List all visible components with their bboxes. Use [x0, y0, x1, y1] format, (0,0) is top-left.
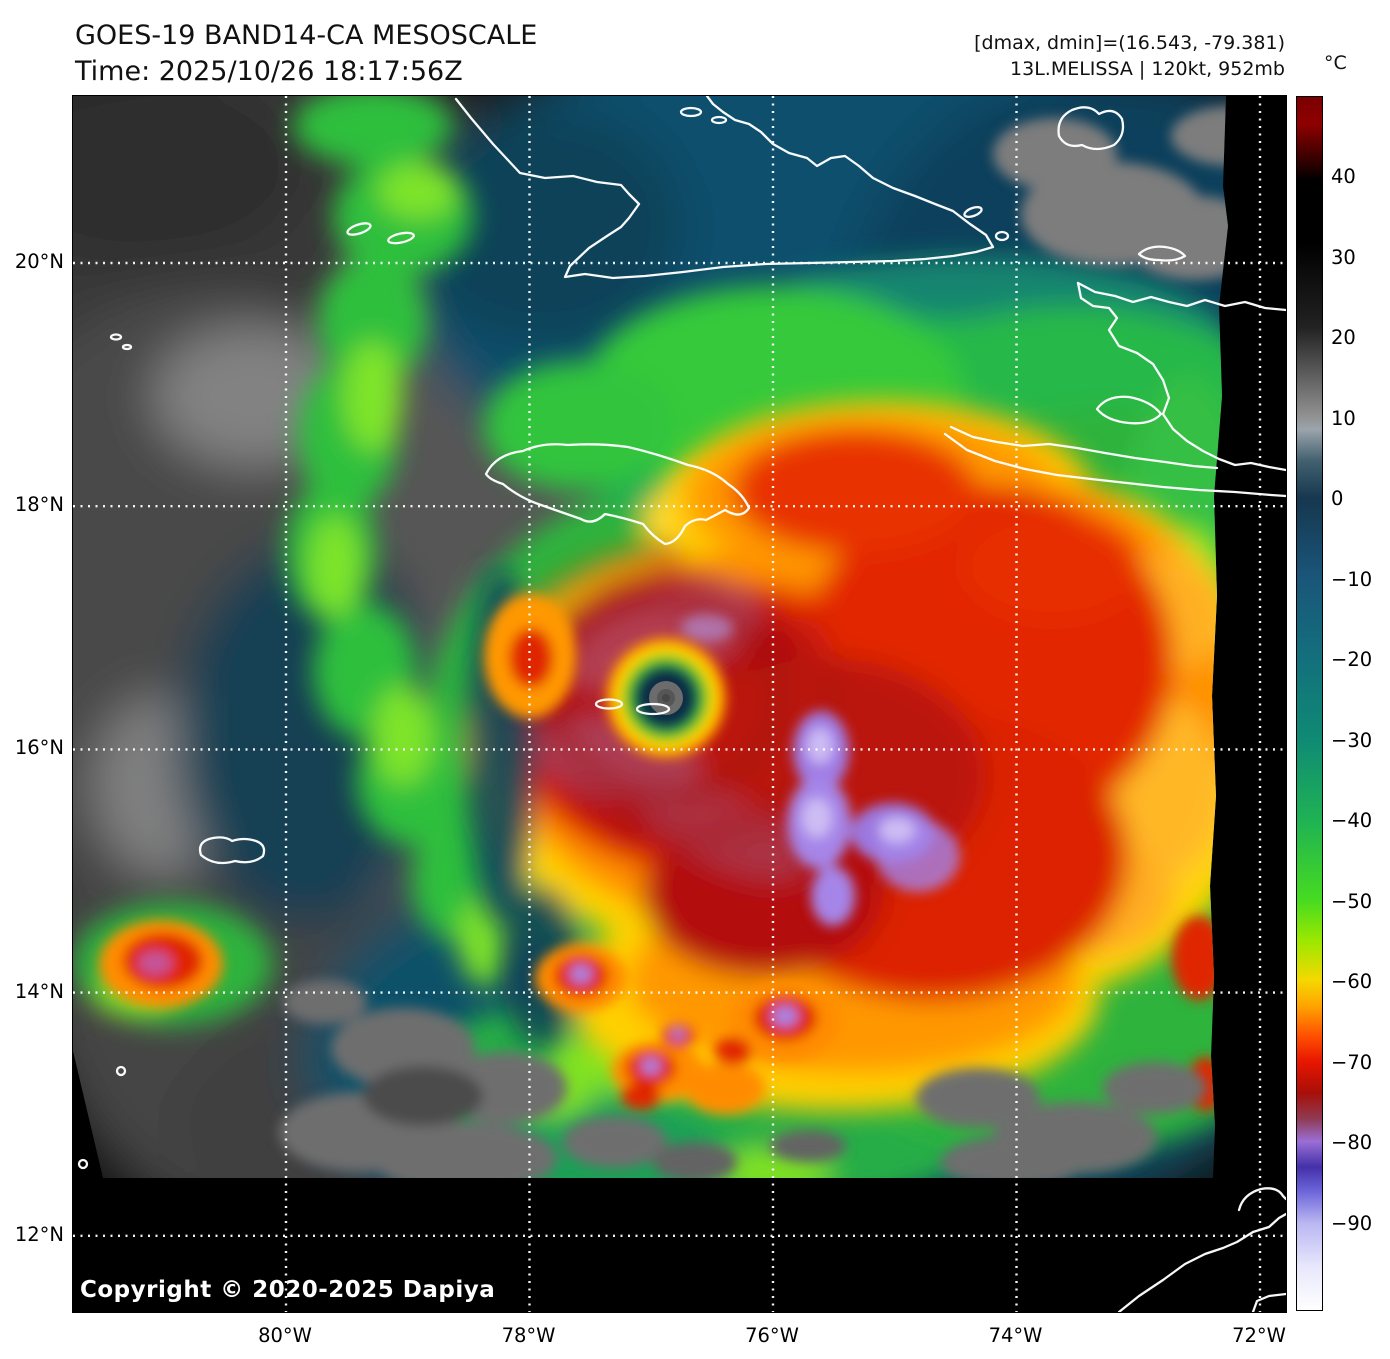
- colorbar-unit-label: °C: [1324, 52, 1347, 74]
- colorbar-tick-label-11: −70: [1331, 1050, 1373, 1074]
- storm-info-annotation: 13L.MELISSA | 120kt, 952mb: [1010, 58, 1285, 80]
- hurricane-eye: [649, 681, 683, 715]
- colorbar-tick-label-1: 30: [1331, 245, 1356, 269]
- lon-tick-label-0: 80°W: [258, 1324, 312, 1347]
- title-block: GOES-19 BAND14-CA MESOSCALE Time: 2025/1…: [75, 18, 537, 90]
- lat-tick-label-3: 14°N: [14, 979, 64, 1003]
- satellite-imagery: [73, 96, 1286, 1312]
- colorbar-tick-label-12: −80: [1331, 1131, 1373, 1155]
- colorbar-tick-label-9: −50: [1331, 889, 1373, 913]
- annotation-block: [dmax, dmin]=(16.543, -79.381) 13L.MELIS…: [974, 30, 1285, 82]
- colorbar-tick-label-5: −10: [1331, 567, 1373, 591]
- lon-tick-label-2: 76°W: [745, 1324, 799, 1347]
- lat-tick-label-4: 12°N: [14, 1222, 64, 1246]
- satellite-map: [72, 95, 1287, 1313]
- colorbar-tick-label-8: −40: [1331, 809, 1373, 833]
- colorbar-tick-label-3: 10: [1331, 406, 1356, 430]
- colorbar-tick-label-10: −60: [1331, 970, 1373, 994]
- colorbar-tick-label-13: −90: [1331, 1211, 1373, 1235]
- data-range-annotation: [dmax, dmin]=(16.543, -79.381): [974, 32, 1285, 54]
- copyright-watermark: Copyright © 2020-2025 Dapiya: [80, 1277, 496, 1303]
- colorbar-tick-label-4: 0: [1331, 487, 1344, 511]
- lat-tick-label-2: 16°N: [14, 736, 64, 760]
- colorbar-tick-label-2: 20: [1331, 326, 1356, 350]
- colorbar-tick-label-6: −20: [1331, 648, 1373, 672]
- lat-tick-label-0: 20°N: [14, 250, 64, 274]
- colorbar-tick-label-0: 40: [1331, 165, 1356, 189]
- temperature-colorbar: [1296, 96, 1323, 1311]
- timestamp: Time: 2025/10/26 18:17:56Z: [75, 56, 463, 87]
- page-title: GOES-19 BAND14-CA MESOSCALE: [75, 20, 538, 51]
- colorbar-tick-label-7: −30: [1331, 728, 1373, 752]
- lon-tick-label-1: 78°W: [501, 1324, 556, 1347]
- lat-tick-label-1: 18°N: [14, 493, 64, 517]
- lon-tick-label-3: 74°W: [988, 1324, 1043, 1347]
- lon-tick-label-4: 72°W: [1232, 1324, 1286, 1347]
- coastline-overlay: [77, 96, 1286, 1312]
- latlon-grid: [73, 96, 1286, 1312]
- ir-cloud-field: [73, 96, 1228, 1178]
